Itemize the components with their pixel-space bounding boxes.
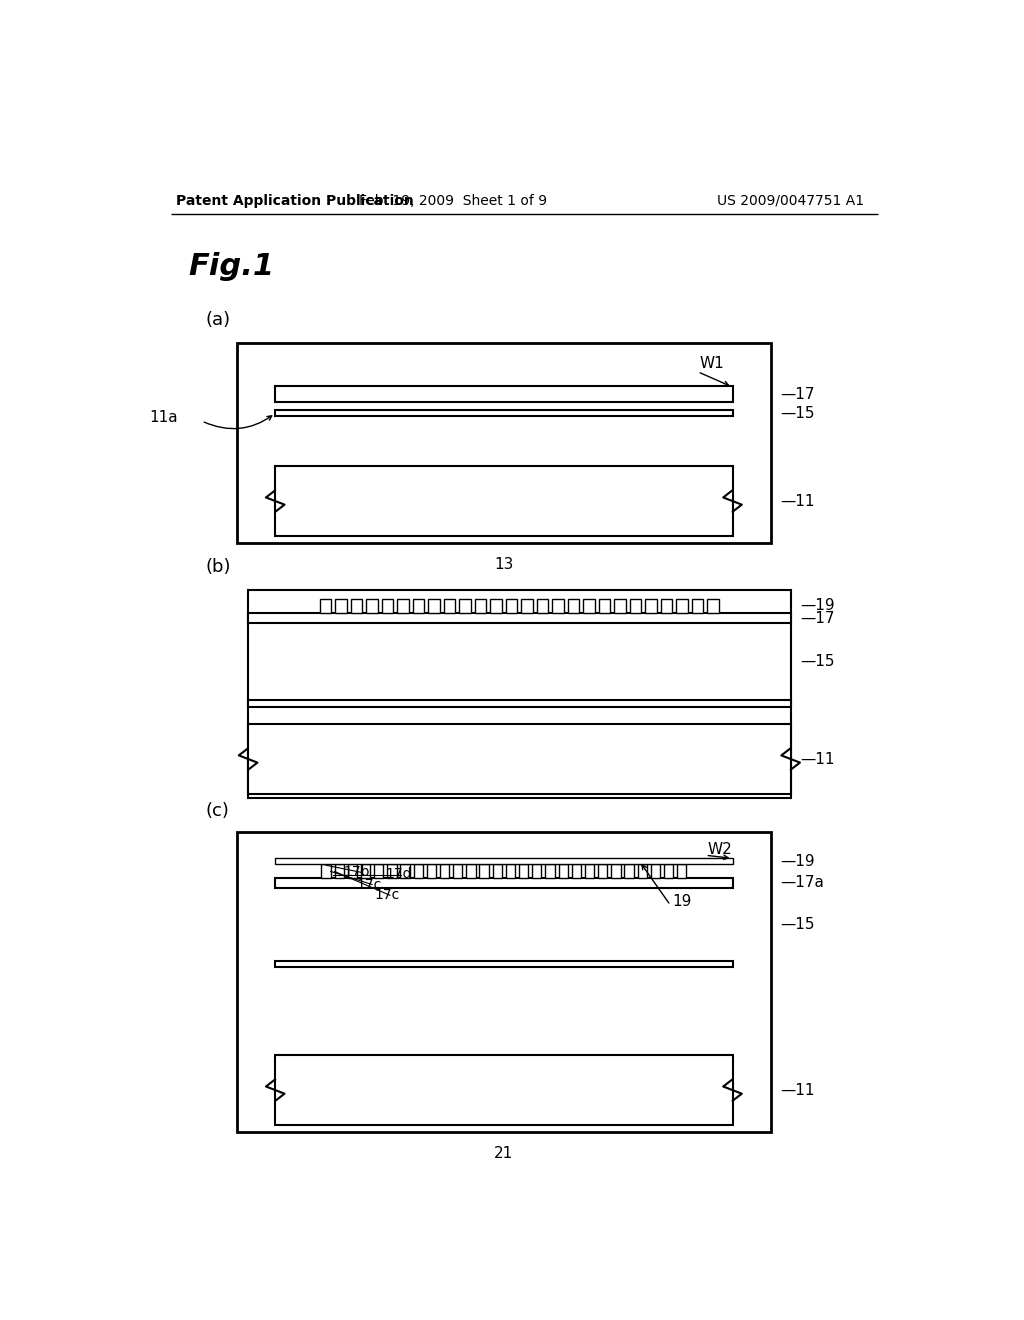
Text: Feb. 19, 2009  Sheet 1 of 9: Feb. 19, 2009 Sheet 1 of 9 bbox=[359, 194, 548, 207]
Bar bbox=[275, 1056, 732, 1125]
Text: 17c: 17c bbox=[375, 888, 399, 903]
Bar bbox=[676, 599, 688, 612]
Bar bbox=[248, 701, 791, 706]
Bar bbox=[584, 599, 595, 612]
Bar bbox=[367, 599, 378, 612]
Bar bbox=[493, 865, 502, 878]
Bar bbox=[660, 599, 673, 612]
Text: —11: —11 bbox=[780, 1082, 815, 1098]
Text: (c): (c) bbox=[206, 803, 229, 820]
Bar bbox=[611, 865, 621, 878]
Bar bbox=[585, 865, 594, 878]
Bar bbox=[237, 832, 771, 1133]
Text: 19: 19 bbox=[672, 894, 691, 909]
Bar bbox=[387, 865, 396, 878]
Bar bbox=[571, 865, 581, 878]
Bar bbox=[440, 865, 450, 878]
Bar bbox=[546, 865, 555, 878]
Bar bbox=[400, 865, 410, 878]
Bar bbox=[248, 612, 791, 623]
Text: Fig.1: Fig.1 bbox=[188, 252, 274, 281]
Text: —15: —15 bbox=[780, 405, 815, 421]
Bar bbox=[453, 865, 463, 878]
Bar bbox=[335, 865, 344, 878]
Bar bbox=[552, 599, 564, 612]
Bar bbox=[351, 599, 362, 612]
Bar bbox=[275, 385, 732, 403]
Text: (a): (a) bbox=[206, 312, 230, 329]
Bar bbox=[275, 466, 732, 536]
Text: 13: 13 bbox=[495, 557, 514, 573]
Bar bbox=[466, 865, 475, 878]
Bar bbox=[708, 599, 719, 612]
Bar bbox=[490, 599, 502, 612]
Bar bbox=[506, 865, 515, 878]
Bar bbox=[638, 865, 647, 878]
Bar bbox=[677, 865, 686, 878]
Text: —17: —17 bbox=[800, 611, 835, 626]
Bar bbox=[413, 599, 424, 612]
Bar bbox=[348, 865, 357, 878]
Bar bbox=[397, 599, 409, 612]
Bar bbox=[537, 599, 549, 612]
Bar bbox=[664, 865, 673, 878]
Bar bbox=[650, 865, 660, 878]
Bar bbox=[374, 865, 383, 878]
Text: —19: —19 bbox=[780, 854, 815, 869]
Bar bbox=[630, 599, 641, 612]
Bar bbox=[479, 865, 488, 878]
Bar bbox=[532, 865, 542, 878]
Bar bbox=[558, 865, 568, 878]
Bar bbox=[521, 599, 532, 612]
Text: —11: —11 bbox=[780, 494, 815, 508]
Bar bbox=[248, 725, 791, 793]
Bar bbox=[275, 858, 732, 865]
Bar bbox=[645, 599, 657, 612]
Text: —17a: —17a bbox=[780, 875, 824, 891]
Bar bbox=[519, 865, 528, 878]
Text: W2: W2 bbox=[708, 842, 732, 857]
Text: US 2009/0047751 A1: US 2009/0047751 A1 bbox=[717, 194, 864, 207]
Text: W1: W1 bbox=[700, 356, 725, 371]
Bar bbox=[614, 599, 626, 612]
Bar bbox=[237, 343, 771, 544]
Bar bbox=[460, 599, 471, 612]
Bar bbox=[414, 865, 423, 878]
Text: Patent Application Publication: Patent Application Publication bbox=[176, 194, 414, 207]
Text: —19: —19 bbox=[800, 598, 835, 614]
Bar bbox=[335, 599, 347, 612]
Text: —11: —11 bbox=[800, 751, 835, 767]
Bar bbox=[475, 599, 486, 612]
Text: 17c: 17c bbox=[356, 878, 382, 891]
Bar bbox=[692, 599, 703, 612]
Bar bbox=[427, 865, 436, 878]
Bar bbox=[568, 599, 580, 612]
Text: 17d: 17d bbox=[385, 867, 412, 882]
Bar bbox=[598, 865, 607, 878]
Bar bbox=[275, 878, 732, 887]
Bar bbox=[322, 865, 331, 878]
Text: —17: —17 bbox=[780, 387, 815, 401]
Bar bbox=[275, 411, 732, 416]
Text: —15: —15 bbox=[800, 655, 835, 669]
Bar bbox=[319, 599, 332, 612]
Text: (b): (b) bbox=[206, 557, 231, 576]
Bar bbox=[506, 599, 517, 612]
Bar bbox=[382, 599, 393, 612]
Bar bbox=[275, 961, 732, 966]
Text: 11a: 11a bbox=[150, 409, 178, 425]
Bar bbox=[443, 599, 456, 612]
Text: 21: 21 bbox=[495, 1146, 513, 1162]
Bar bbox=[625, 865, 634, 878]
Text: 17b: 17b bbox=[343, 865, 370, 879]
Bar bbox=[599, 599, 610, 612]
Bar bbox=[360, 865, 371, 878]
Bar bbox=[248, 590, 791, 797]
Text: —15: —15 bbox=[780, 916, 815, 932]
Bar bbox=[428, 599, 440, 612]
